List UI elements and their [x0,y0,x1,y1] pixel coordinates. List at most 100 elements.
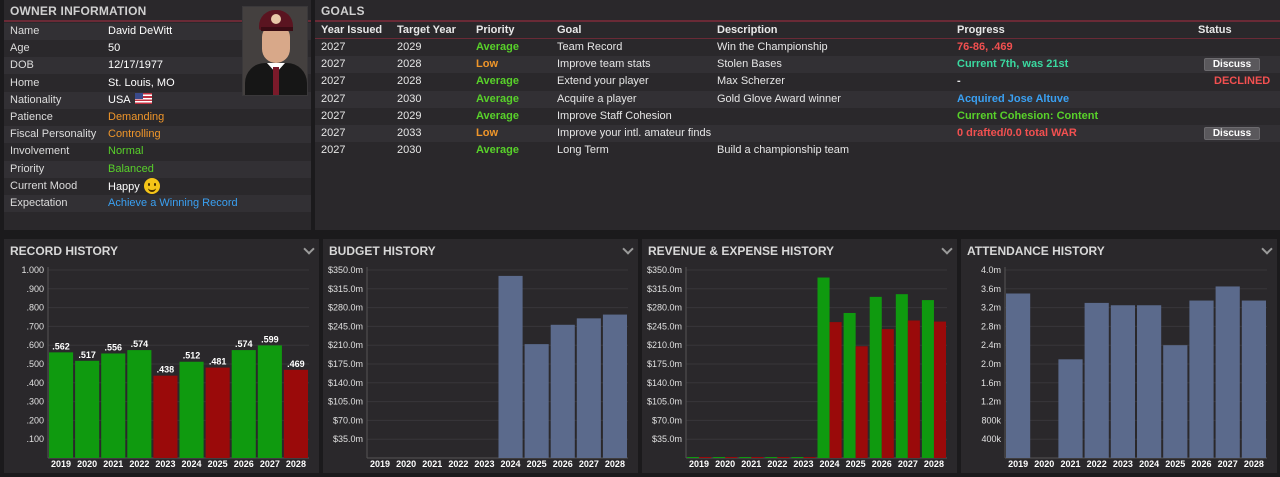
record-history-panel: RECORD HISTORY .100 .200 .300 .400 .500 .600.… [4,239,319,473]
owner-field-value: Controlling [108,126,161,143]
bar [153,375,178,458]
x-tick-label: 2026 [1191,459,1211,469]
attendance-history-chart: 400k 800k 1.2m 1.6m 2.0m 2.4m 2.8m 3.2m 3.6m 4.0m… [981,265,1267,469]
x-tick-label: 2027 [579,459,599,469]
bar [231,350,256,458]
y-tick-label: $175.0m [328,359,363,369]
revenue-expense-history-title: REVENUE & EXPENSE HISTORY [648,244,835,258]
bar [179,361,204,458]
bar [1189,300,1214,458]
goal-row[interactable]: 2027 2028 Average Extend your player Max Sch… [315,73,1280,90]
owner-row-patience: Patience Demanding [4,109,311,126]
bar-value-label: .438 [157,365,175,375]
bar [602,314,627,458]
column-header-progress[interactable]: Progress [957,24,1005,36]
x-tick-label: 2025 [846,459,866,469]
goal-priority: Average [476,41,520,53]
y-tick-label: $245.0m [647,321,682,331]
goal-desc: Build a championship team [717,144,850,157]
column-header-priority[interactable]: Priority [476,24,515,36]
x-tick-label: 2020 [1034,459,1054,469]
goal-goal: Long Term [557,144,609,157]
y-tick-label: 2.4m [981,340,1001,350]
y-tick-label: $210.0m [647,340,682,350]
budget-history-panel: BUDGET HISTORY $35.0m $70.0m $105.0m $140.0… [323,239,638,473]
owner-field-value: Achieve a Winning Record [108,195,238,212]
bar [1058,359,1083,458]
goal-target: 2029 [397,109,422,122]
attendance-history-panel: ATTENDANCE HISTORY 400k 800k 1.2m 1.6m 2.0m 2… [961,239,1277,473]
bar-series-1 [829,322,842,458]
owner-field-value-text: Normal [108,145,144,158]
bar-series-1 [777,457,790,458]
x-tick-label: 2027 [1218,459,1238,469]
x-tick-label: 2020 [77,459,97,469]
column-header-description[interactable]: Description [717,24,778,36]
goal-issued: 2027 [321,58,346,71]
owner-row-involvement: Involvement Normal [4,143,311,160]
bar [75,360,100,458]
goal-row[interactable]: 2027 2028 Low Improve team stats Stolen Base… [315,56,1280,74]
goal-progress: 76-86, .469 [957,41,1013,53]
owner-field-value: Balanced [108,161,154,178]
column-header-target-year[interactable]: Target Year [397,24,456,36]
record-history-chart: .100 .200 .300 .400 .500 .600 .700 .800 .900 1.00… [21,265,309,469]
y-tick-label: 2.8m [981,321,1001,331]
x-tick-label: 2028 [286,459,306,469]
budget-history-title: BUDGET HISTORY [329,244,436,258]
owner-field-label: Fiscal Personality [10,128,97,141]
us-flag-icon [134,92,152,104]
bar-series-1 [933,321,946,458]
column-header-goal[interactable]: Goal [557,24,582,36]
owner-field-value: David DeWitt [108,23,172,40]
column-header-status[interactable]: Status [1198,24,1232,36]
owner-field-label: Age [10,42,30,55]
owner-information-panel: OWNER INFORMATION Name David DeWitt Age 50 D… [4,0,311,230]
bar-series-1 [855,346,868,458]
bar-value-label: .469 [287,359,305,369]
x-tick-label: 2023 [474,459,494,469]
goals-table-header: Year Issued Target Year Priority Goal Descri… [315,22,1280,39]
goal-row[interactable]: 2027 2033 Low Improve your intl. amateur fi… [315,125,1280,142]
x-tick-label: 2028 [924,459,944,469]
goal-row[interactable]: 2027 2030 Average Long Term Build a champion… [315,142,1280,159]
goal-goal: Team Record [557,41,623,53]
bar-series-1 [725,457,738,458]
owner-field-label: Involvement [10,145,70,158]
bar-series-0 [713,457,726,458]
y-tick-label: 3.6m [981,284,1001,294]
discuss-button[interactable]: Discuss [1204,127,1260,140]
x-tick-label: 2019 [51,459,71,469]
goal-row[interactable]: 2027 2030 Average Acquire a player Gold Glov… [315,90,1280,108]
bar-series-1 [803,457,816,458]
goal-goal: Improve team stats [557,58,651,71]
goal-progress: Current 7th, was 21st [957,58,1069,71]
goal-priority: Low [476,127,498,139]
owner-field-label: Name [10,25,40,37]
owner-field-value: Normal [108,143,143,160]
x-tick-label: 2026 [872,459,892,469]
owner-field-value-text: David DeWitt [108,25,173,37]
bar-series-0 [843,312,856,458]
goal-priority: Average [476,75,520,88]
bar [1084,302,1109,458]
y-tick-label: 1.6m [981,378,1001,388]
goal-issued: 2027 [321,109,346,122]
bar [1163,345,1188,458]
y-tick-label: .500 [26,359,44,369]
bar [1006,293,1031,458]
x-tick-label: 2020 [715,459,735,469]
x-tick-label: 2024 [1139,459,1159,469]
y-tick-label: $70.0m [652,415,682,425]
discuss-button[interactable]: Discuss [1204,58,1260,72]
goal-desc: Max Scherzer [717,75,785,88]
x-tick-label: 2019 [370,459,390,469]
column-header-year-issued[interactable]: Year Issued [321,24,383,36]
goal-status: DECLINED [1214,75,1271,88]
goal-row[interactable]: 2027 2029 Average Improve Staff Cohesion Cur… [315,108,1280,125]
goal-issued: 2027 [321,75,346,88]
goal-row[interactable]: 2027 2029 Average Team Record Win the Champi… [315,39,1280,56]
y-tick-label: $280.0m [328,303,363,313]
bar-series-0 [869,296,882,458]
owner-field-label: Patience [10,111,53,123]
